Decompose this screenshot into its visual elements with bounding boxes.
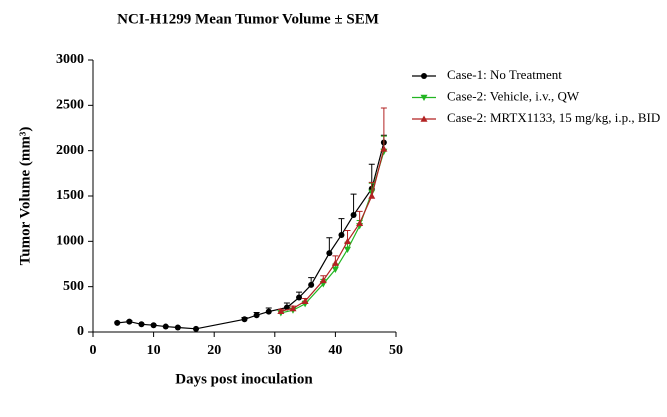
series-line [280,151,385,314]
marker [344,246,352,253]
marker [301,297,309,304]
marker [126,318,133,325]
y-tick-label: 1500 [56,188,84,203]
series-line [280,148,385,312]
marker [138,321,145,328]
x-tick-label: 50 [389,343,403,358]
marker [289,304,297,312]
marker [308,281,315,288]
y-tick-label: 3000 [56,52,84,67]
marker [193,325,200,332]
y-tick-label: 2000 [56,143,84,158]
chart-title: NCI-H1299 Mean Tumor Volume ± SEM [117,11,379,27]
x-tick-label: 10 [147,343,161,358]
y-tick-label: 0 [77,324,84,339]
marker [326,250,333,257]
marker [150,322,157,329]
error-bar [350,193,357,216]
x-tick-label: 20 [207,343,221,358]
y-tick-label: 1000 [56,234,84,249]
y-tick-label: 2500 [56,98,84,113]
x-tick-label: 30 [268,343,282,358]
marker [331,259,339,266]
marker [420,115,428,122]
marker [319,276,327,284]
legend-label: Case-1: No Treatment [447,67,562,82]
marker [174,324,181,331]
marker [420,94,428,101]
legend-label: Case-2: Vehicle, i.v., QW [447,88,580,103]
legend-label: Case-2: MRTX1133, 15 mg/kg, i.p., BID [447,110,660,125]
error-bar [380,107,387,149]
y-tick-label: 500 [63,279,84,294]
marker [277,307,285,314]
marker [331,266,339,273]
marker [356,219,364,226]
marker [380,145,388,152]
marker [253,312,260,319]
x-axis-label: Days post inoculation [175,371,313,387]
marker [421,73,427,79]
marker [296,294,303,301]
y-axis-label: Tumor Volume (mm³) [17,127,33,266]
marker [114,319,121,326]
marker [265,308,272,315]
marker [338,231,345,238]
marker [162,323,169,330]
marker [241,316,248,323]
x-tick-label: 0 [90,343,97,358]
x-tick-label: 40 [328,343,342,358]
marker [350,212,357,219]
marker [344,237,352,245]
marker [368,192,376,199]
